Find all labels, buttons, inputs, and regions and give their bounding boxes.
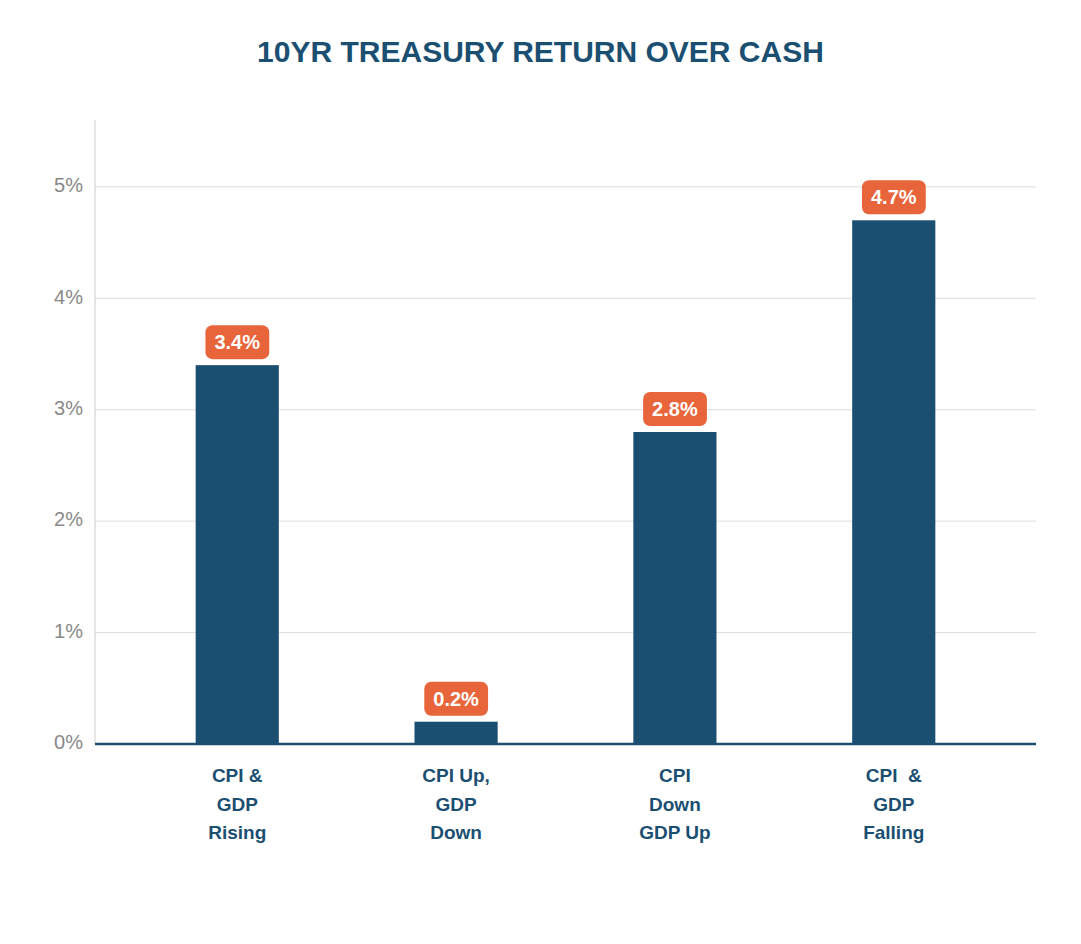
data-label: 2.8%: [652, 398, 698, 420]
x-tick-labels: CPI &GDPRising CPI Up,GDPDown CPIDownGDP U…: [208, 765, 924, 843]
x-axis-line: [95, 743, 1036, 746]
data-labels: 3.4% 0.2% 2.8% 4.7%: [205, 180, 925, 715]
data-label: 3.4%: [214, 331, 260, 353]
data-label: 4.7%: [871, 186, 917, 208]
chart-svg: 10YR TREASURY RETURN OVER CASH 0% 1% 2% 3% 4%…: [0, 0, 1081, 944]
grid: 0% 1% 2% 3% 4% 5%: [54, 174, 1036, 753]
bar: [852, 220, 935, 744]
data-label-bg: [862, 180, 926, 214]
y-tick-label: 5%: [54, 174, 83, 196]
chart-title: 10YR TREASURY RETURN OVER CASH: [257, 35, 824, 68]
bar: [196, 365, 279, 744]
bar: [633, 432, 716, 744]
y-tick-label: 1%: [54, 620, 83, 642]
x-tick-label: CPI &GDPRising: [208, 765, 266, 843]
data-label-bg: [424, 682, 488, 716]
y-tick-label: 4%: [54, 286, 83, 308]
x-tick-label: CPI &GDPFalling: [863, 765, 924, 843]
grid-line: [95, 744, 1036, 745]
x-tick-label: CPI Up,GDPDown: [422, 765, 490, 843]
data-label-bg: [643, 392, 707, 426]
y-tick-label: 0%: [54, 731, 83, 753]
data-label: 0.2%: [433, 688, 479, 710]
bar: [415, 722, 498, 744]
y-axis-line: [95, 120, 96, 744]
x-tick-label: CPIDownGDP Up: [639, 765, 710, 843]
y-tick-label: 2%: [54, 508, 83, 530]
y-tick-label: 3%: [54, 397, 83, 419]
chart-container: 10YR TREASURY RETURN OVER CASH 0% 1% 2% 3% 4%…: [0, 0, 1081, 944]
bars: [196, 220, 936, 744]
data-label-bg: [205, 325, 269, 359]
